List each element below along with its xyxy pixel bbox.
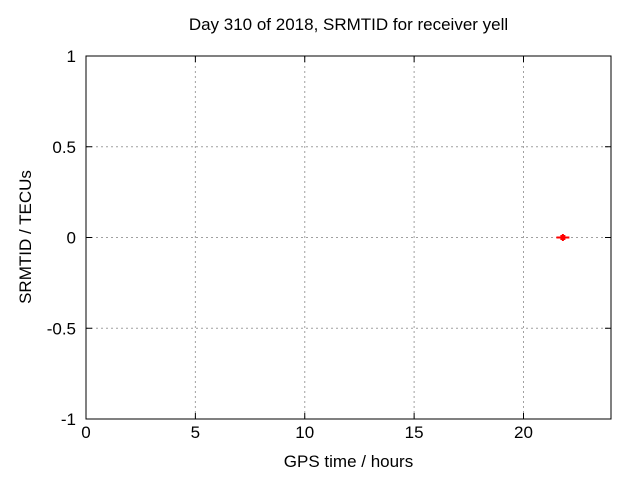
data-point-marker: [560, 235, 566, 240]
y-tick-label: 0.5: [52, 138, 76, 157]
y-tick-label: -0.5: [47, 319, 76, 338]
x-tick-label: 15: [405, 423, 424, 442]
x-axis-label: GPS time / hours: [283, 452, 414, 471]
y-tick-label: -1: [61, 410, 76, 429]
x-tick-label: 0: [81, 423, 90, 442]
x-tick-label: 20: [514, 423, 533, 442]
y-tick-label: 0: [67, 229, 76, 248]
y-tick-label: 1: [67, 47, 76, 66]
x-tick-label: 10: [295, 423, 314, 442]
chart-title: Day 310 of 2018, SRMTID for receiver yel…: [188, 15, 509, 34]
x-tick-label: 5: [191, 423, 200, 442]
